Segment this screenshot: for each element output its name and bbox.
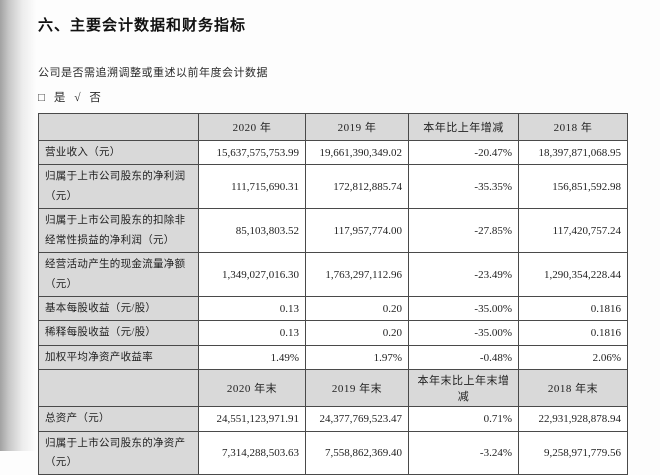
value-cell: 0.20 — [305, 320, 409, 346]
value-cell: 1,349,027,016.30 — [198, 252, 306, 297]
value-cell: 1,763,297,112.96 — [305, 252, 409, 297]
value-cell: 0.1816 — [518, 320, 628, 346]
value-cell: 0.71% — [408, 406, 519, 432]
row-label: 稀释每股收益（元/股） — [38, 320, 199, 346]
table-header-row: 2020 年 2019 年本年比上年增减 2018 年 — [38, 113, 628, 141]
table-row: 归属于上市公司股东的净资产（元） 7,314,288,503.63 7,558,86… — [38, 430, 628, 475]
row-label: 营业收入（元） — [38, 139, 199, 166]
header-cell — [38, 113, 199, 141]
header-cell — [38, 369, 199, 408]
row-label: 加权平均净资产收益率 — [38, 344, 199, 371]
row-label: 基本每股收益（元/股） — [38, 295, 199, 322]
value-cell: -3.24% — [408, 430, 519, 475]
row-label: 总资产（元） — [38, 406, 199, 432]
row-label: 经营活动产生的现金流量净额（元） — [38, 252, 199, 297]
header-cell: 2019 年 — [305, 113, 409, 141]
value-cell: 85,103,803.52 — [198, 208, 306, 254]
header-cell: 2018 年 — [518, 113, 628, 141]
value-cell: 22,931,928,878.94 — [518, 406, 628, 432]
value-cell: 0.20 — [305, 295, 409, 322]
value-cell: 19,661,390,349.02 — [305, 139, 409, 166]
value-cell: 24,377,769,523.47 — [305, 406, 409, 432]
value-cell: -27.85% — [408, 208, 519, 254]
restatement-question: 公司是否需追溯调整或重述以前年度会计数据 — [38, 67, 268, 79]
value-cell: 1.97% — [305, 344, 409, 371]
table-row: 经营活动产生的现金流量净额（元） 1,349,027,016.30 1,763,29… — [38, 252, 628, 297]
section-title: 六、主要会计数据和财务指标 — [38, 18, 247, 34]
value-cell: 117,420,757.24 — [518, 208, 628, 254]
value-cell: 7,558,862,369.40 — [305, 430, 409, 475]
yes-no-choice: □ 是 √ 否 — [38, 92, 104, 104]
value-cell: 18,397,871,068.95 — [518, 139, 628, 166]
value-cell: -35.00% — [408, 320, 519, 346]
value-cell: -0.48% — [408, 344, 519, 371]
header-cell: 2020 年 — [198, 113, 306, 141]
value-cell: 117,957,774.00 — [305, 208, 409, 254]
value-cell: 156,851,592.98 — [518, 164, 628, 210]
report-page: { "document": { "title": "六、主要会计数据和财务指标"… — [0, 0, 628, 475]
value-cell: -35.35% — [408, 164, 519, 210]
value-cell: 111,715,690.31 — [198, 164, 306, 210]
value-cell: -23.49% — [408, 252, 519, 297]
row-label: 归属于上市公司股东的扣除非经常性损益的净利润（元） — [38, 208, 199, 254]
report-content: 六、主要会计数据和财务指标 公司是否需追溯调整或重述以前年度会计数据 □ 是 √… — [38, 0, 628, 475]
value-cell: 9,258,971,779.56 — [518, 430, 628, 475]
value-cell: 24,551,123,971.91 — [198, 406, 306, 432]
header-cell: 2018 年末 — [518, 369, 628, 408]
row-label: 归属于上市公司股东的净利润（元） — [38, 164, 199, 210]
table-row: 归属于上市公司股东的扣除非经常性损益的净利润（元） 85,103,803.52 11… — [38, 208, 628, 254]
header-cell: 2020 年末 — [198, 369, 306, 408]
financial-table-body: 2020 年 2019 年本年比上年增减 2018 年营业收入（元） 15,637,5… — [38, 113, 628, 475]
value-cell: 15,637,575,753.99 — [198, 139, 306, 166]
value-cell: 1,290,354,228.44 — [518, 252, 628, 297]
table-row: 总资产（元） 24,551,123,971.91 24,377,769,523.47… — [38, 406, 628, 432]
value-cell: -20.47% — [408, 139, 519, 166]
table-row: 基本每股收益（元/股） 0.13 0.20 -35.00% 0.1816 — [38, 295, 628, 322]
table-header-row: 2020 年末 2019 年末 本年末比上年末增减 2018 年末 — [38, 369, 628, 408]
header-cell: 本年末比上年末增减 — [408, 369, 519, 408]
table-row: 加权平均净资产收益率 1.49% 1.97% -0.48% 2.06% — [38, 344, 628, 371]
value-cell: 0.13 — [198, 295, 306, 322]
header-cell: 2019 年末 — [305, 369, 409, 408]
table-row: 稀释每股收益（元/股） 0.13 0.20 -35.00% 0.1816 — [38, 320, 628, 346]
value-cell: 7,314,288,503.63 — [198, 430, 306, 475]
page-edge-shadow — [0, 0, 36, 451]
row-label: 归属于上市公司股东的净资产（元） — [38, 430, 199, 475]
value-cell: 2.06% — [518, 344, 628, 371]
table-row: 营业收入（元） 15,637,575,753.99 19,661,390,349.0… — [38, 139, 628, 166]
value-cell: 172,812,885.74 — [305, 164, 409, 210]
value-cell: 1.49% — [198, 344, 306, 371]
value-cell: 0.1816 — [518, 295, 628, 322]
value-cell: 0.13 — [198, 320, 306, 346]
table-row: 归属于上市公司股东的净利润（元） 111,715,690.31 172,812,88… — [38, 164, 628, 210]
financial-table: 2020 年 2019 年本年比上年增减 2018 年营业收入（元） 15,637,5… — [38, 113, 628, 475]
header-cell: 本年比上年增减 — [408, 113, 519, 141]
value-cell: -35.00% — [408, 295, 519, 322]
